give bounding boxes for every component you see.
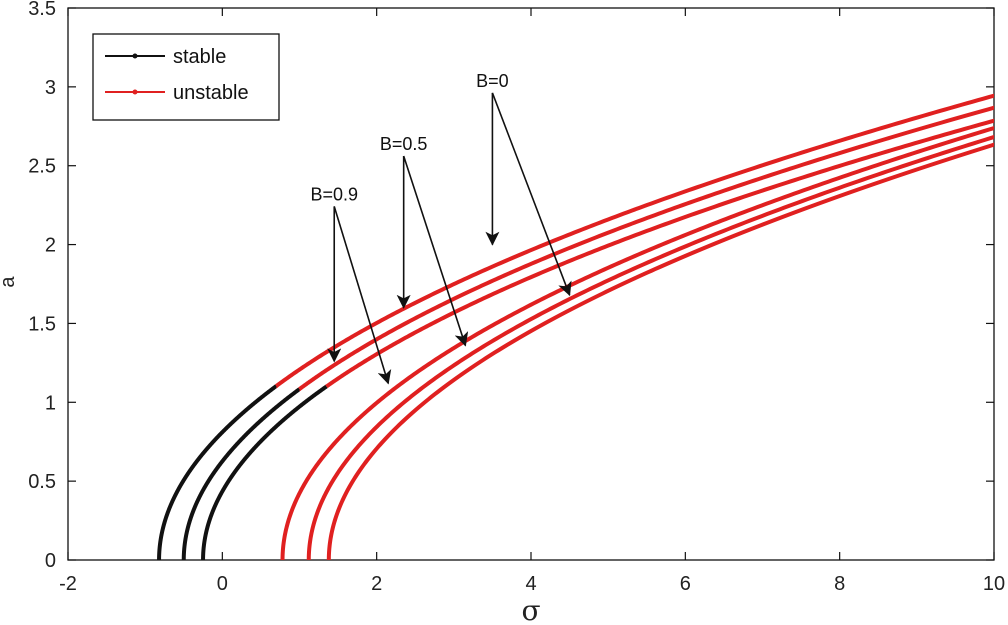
unstable-branch-B=0: [274, 93, 994, 388]
stable-branch-B=0.9: [201, 384, 328, 560]
unstable-branch-B=0.5: [306, 134, 994, 560]
legend-label: stable: [173, 46, 226, 68]
y-axis-title: a: [0, 276, 19, 288]
legend-label: unstable: [173, 82, 249, 104]
x-tick-label: 10: [983, 573, 1005, 595]
x-tick-label: 0: [217, 573, 228, 595]
y-tick-label: 2: [45, 235, 56, 257]
y-tick-label: 1: [45, 392, 56, 414]
stable-branch-B=0.5: [181, 387, 301, 560]
curves: [157, 93, 994, 560]
x-tick-label: 6: [680, 573, 691, 595]
y-tick-label: 3: [45, 77, 56, 99]
x-axis-title: σ: [521, 594, 540, 625]
annotation-arrow: [333, 206, 392, 385]
y-tick-label: 1.5: [28, 313, 56, 335]
annotation-label: B=0: [476, 71, 509, 91]
x-tick-label: -2: [59, 573, 77, 595]
legend: stable unstable: [92, 33, 280, 121]
x-tick-label: 4: [525, 573, 536, 595]
y-tick-label: 0.5: [28, 471, 56, 493]
unstable-branch-B=0: [326, 142, 994, 560]
legend-box: [92, 33, 280, 121]
legend-marker: [132, 53, 138, 59]
y-tick-label: 3.5: [28, 0, 56, 20]
annotation-arrow: [402, 155, 469, 347]
annotation-label: B=0.5: [380, 134, 428, 154]
annotations: B=0 B=0.5 B=0.9: [310, 71, 572, 385]
annotation-label: B=0.9: [310, 184, 358, 204]
legend-marker: [132, 89, 138, 95]
y-tick-label: 0: [45, 550, 56, 572]
y-tick-label: 2.5: [28, 156, 56, 178]
x-tick-label: 8: [834, 573, 845, 595]
x-tick-label: 2: [371, 573, 382, 595]
unstable-branch-B=0.9: [280, 125, 994, 560]
unstable-branch-B=0.9: [325, 118, 994, 389]
annotation-arrow: [491, 92, 572, 297]
stable-branch-B=0: [157, 384, 278, 560]
unstable-branch-B=0.5: [298, 105, 994, 392]
